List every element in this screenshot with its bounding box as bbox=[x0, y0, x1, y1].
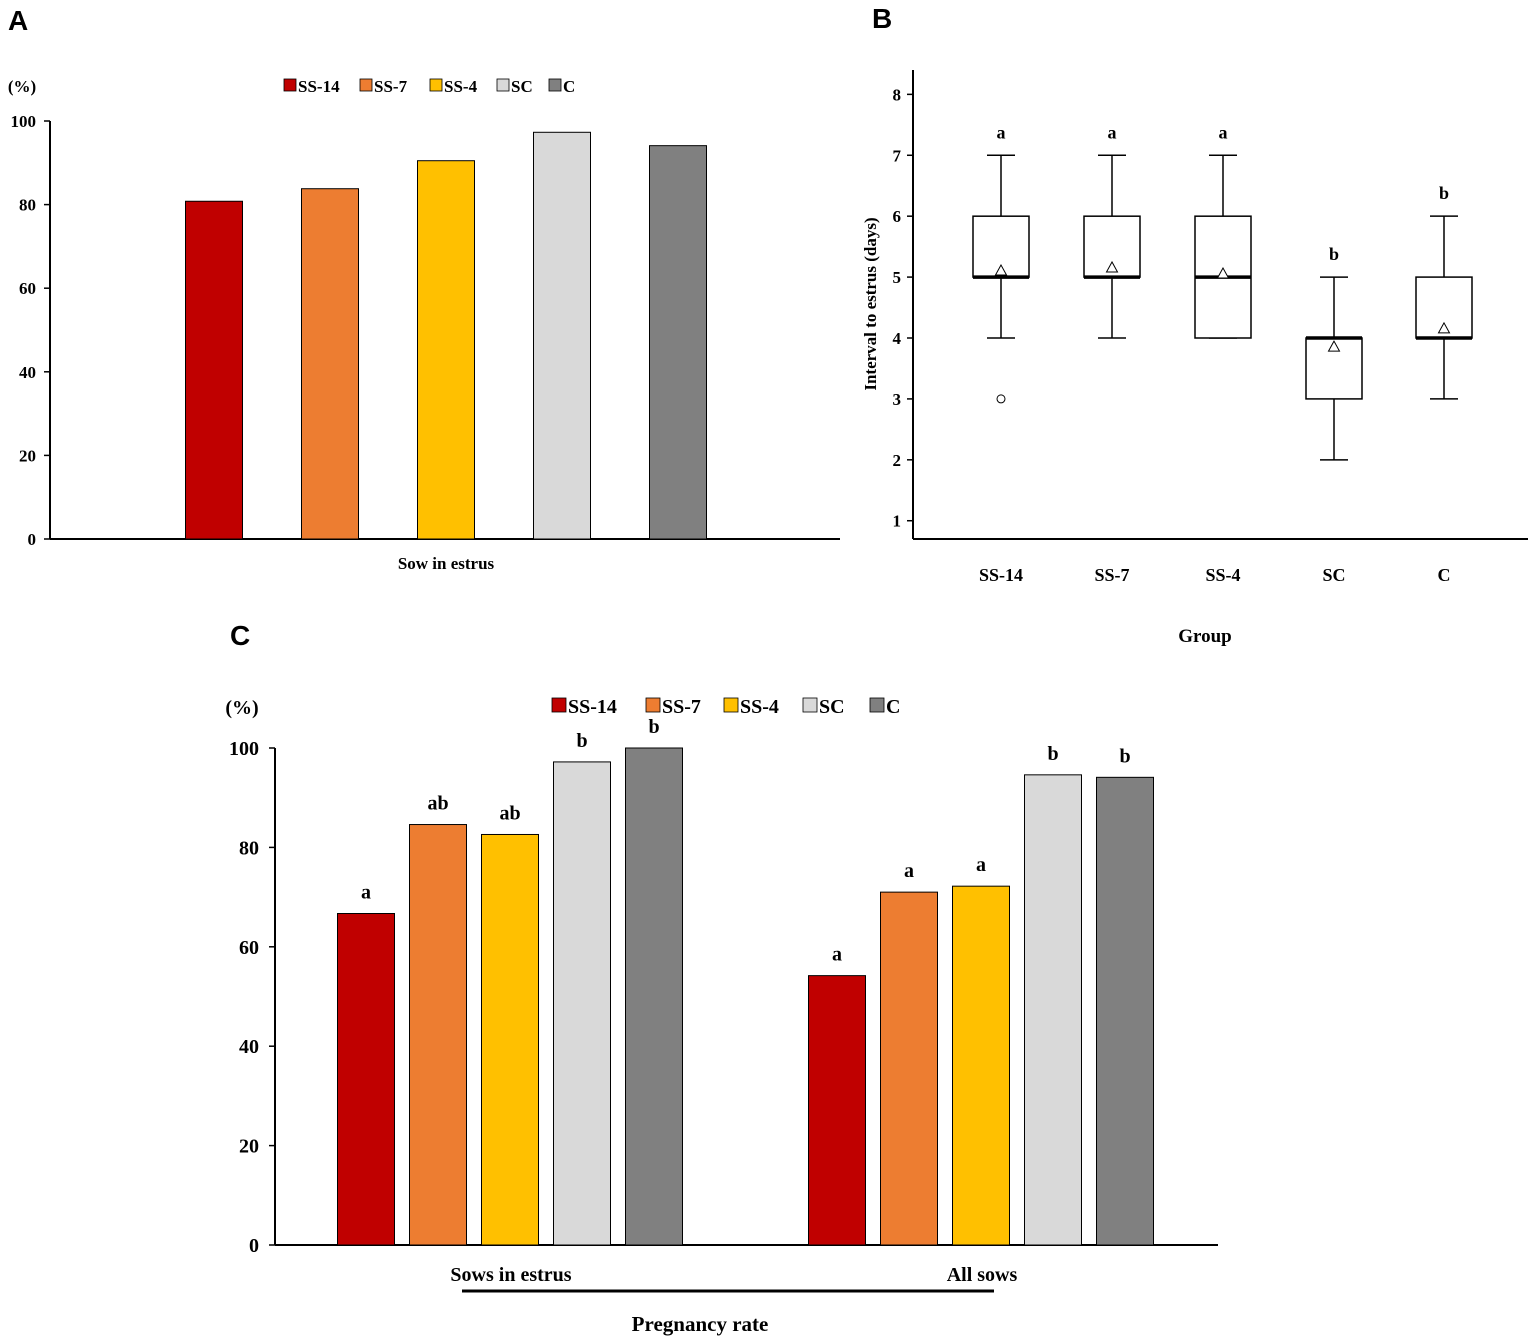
legend-label-ss-4: SS-4 bbox=[444, 77, 478, 96]
y-tick-label: 40 bbox=[239, 1036, 259, 1058]
legend-swatch-ss-14 bbox=[551, 697, 567, 713]
legend-swatch-sc bbox=[802, 697, 818, 713]
bar-c bbox=[625, 747, 683, 1246]
y-tick-label: 4 bbox=[893, 329, 902, 348]
x-tick-label: SS-4 bbox=[1205, 565, 1240, 585]
y-axis-label: Interval to estrus (days) bbox=[861, 217, 880, 390]
x-category-label: Sows in estrus bbox=[450, 1264, 571, 1286]
legend-swatch-ss-4 bbox=[723, 697, 739, 713]
mean-marker bbox=[1216, 267, 1230, 279]
significance-letter: a bbox=[904, 860, 914, 882]
legend-label-sc: SC bbox=[819, 696, 845, 718]
legend-label-ss-14: SS-14 bbox=[298, 77, 340, 96]
y-tick-label: 100 bbox=[11, 112, 37, 131]
x-category-label: All sows bbox=[947, 1264, 1018, 1286]
significance-letter: a bbox=[361, 882, 371, 904]
significance-letter: a bbox=[997, 122, 1006, 142]
significance-letter: b bbox=[1047, 743, 1058, 765]
y-tick-label: 60 bbox=[19, 279, 36, 298]
bar-sc bbox=[1024, 774, 1082, 1246]
mean-marker bbox=[1437, 321, 1451, 334]
y-axis-unit-label: (%) bbox=[225, 697, 258, 719]
y-tick-label: 6 bbox=[893, 207, 902, 226]
legend-swatch-sc bbox=[496, 78, 510, 92]
legend-label-ss-4: SS-4 bbox=[740, 696, 779, 718]
y-tick-label: 5 bbox=[893, 268, 902, 287]
y-tick-label: 2 bbox=[893, 451, 902, 470]
x-axis-label: Group bbox=[1178, 626, 1232, 647]
x-tick-label: SC bbox=[1322, 565, 1345, 585]
bar-ss-14 bbox=[337, 913, 395, 1246]
x-axis-label: Pregnancy rate bbox=[632, 1312, 769, 1336]
bar-ss-4 bbox=[417, 160, 475, 540]
legend-label-ss-7: SS-7 bbox=[374, 77, 408, 96]
bar-sc bbox=[533, 131, 591, 540]
y-tick-label: 40 bbox=[19, 363, 36, 382]
bar-ss-7 bbox=[301, 188, 359, 540]
legend-swatch-c bbox=[548, 78, 562, 92]
legend-label-sc: SC bbox=[511, 77, 533, 96]
panel-b-chart: 1 2 3 4 5 6 7 8 Interval to estrus (days) Group a S… bbox=[861, 70, 1528, 647]
legend-swatch-ss-7 bbox=[645, 697, 661, 713]
significance-letter: b bbox=[1119, 745, 1130, 767]
significance-letter: a bbox=[976, 854, 986, 876]
legend-swatch-ss-7 bbox=[359, 78, 373, 92]
y-tick-label: 80 bbox=[239, 837, 259, 859]
y-tick-label: 8 bbox=[893, 85, 902, 104]
bar-ss-4 bbox=[481, 833, 539, 1246]
y-tick-label: 0 bbox=[249, 1235, 259, 1257]
outlier-point bbox=[996, 394, 1006, 404]
bar-ss-4 bbox=[952, 885, 1010, 1246]
y-tick-label: 80 bbox=[19, 196, 36, 215]
significance-letter: a bbox=[832, 944, 842, 966]
bar-c bbox=[1096, 776, 1154, 1246]
legend-label-c: C bbox=[886, 696, 900, 718]
panel-label-b: B bbox=[872, 3, 892, 34]
bar-sc bbox=[553, 761, 611, 1246]
significance-letter: b bbox=[576, 730, 587, 752]
y-tick-label: 3 bbox=[893, 390, 902, 409]
y-tick-label: 20 bbox=[19, 446, 36, 465]
legend-swatch-c bbox=[869, 697, 885, 713]
panel-a-chart: 0 20 40 60 80 100 (%) Sow in estrus SS-14 SS-7 SS-… bbox=[8, 77, 840, 573]
significance-letter: ab bbox=[499, 802, 520, 824]
x-tick-label: SS-7 bbox=[1094, 565, 1129, 585]
panel-label-c: C bbox=[230, 620, 250, 651]
bar-ss-7 bbox=[880, 891, 938, 1246]
legend-label-ss-14: SS-14 bbox=[568, 696, 617, 718]
bar-ss-14 bbox=[808, 975, 866, 1246]
y-tick-label: 7 bbox=[893, 146, 902, 165]
significance-letter: a bbox=[1108, 122, 1117, 142]
significance-letter: b bbox=[1439, 183, 1449, 203]
legend-label-ss-7: SS-7 bbox=[662, 696, 701, 718]
y-tick-label: 1 bbox=[893, 512, 902, 531]
mean-marker bbox=[1327, 340, 1341, 352]
significance-letter: b bbox=[1329, 244, 1339, 264]
x-axis-label: Sow in estrus bbox=[398, 554, 495, 573]
significance-letter: b bbox=[648, 716, 659, 738]
bar-c bbox=[649, 145, 707, 540]
significance-letter: a bbox=[1219, 122, 1228, 142]
legend-swatch-ss-4 bbox=[429, 78, 443, 92]
legend-swatch-ss-14 bbox=[283, 78, 297, 92]
y-tick-label: 0 bbox=[28, 530, 37, 549]
y-tick-label: 20 bbox=[239, 1136, 259, 1158]
bar-ss-14 bbox=[185, 200, 243, 540]
x-tick-label: SS-14 bbox=[979, 565, 1023, 585]
mean-marker bbox=[1105, 260, 1119, 273]
legend-label-c: C bbox=[563, 77, 575, 96]
bar-ss-7 bbox=[409, 824, 467, 1246]
x-tick-label: C bbox=[1438, 565, 1451, 585]
panel-label-a: A bbox=[8, 5, 28, 36]
mean-marker bbox=[994, 263, 1008, 276]
y-tick-label: 60 bbox=[239, 937, 259, 959]
significance-letter: ab bbox=[427, 793, 448, 815]
y-tick-label: 100 bbox=[229, 738, 259, 760]
y-axis-unit-label: (%) bbox=[8, 77, 36, 96]
